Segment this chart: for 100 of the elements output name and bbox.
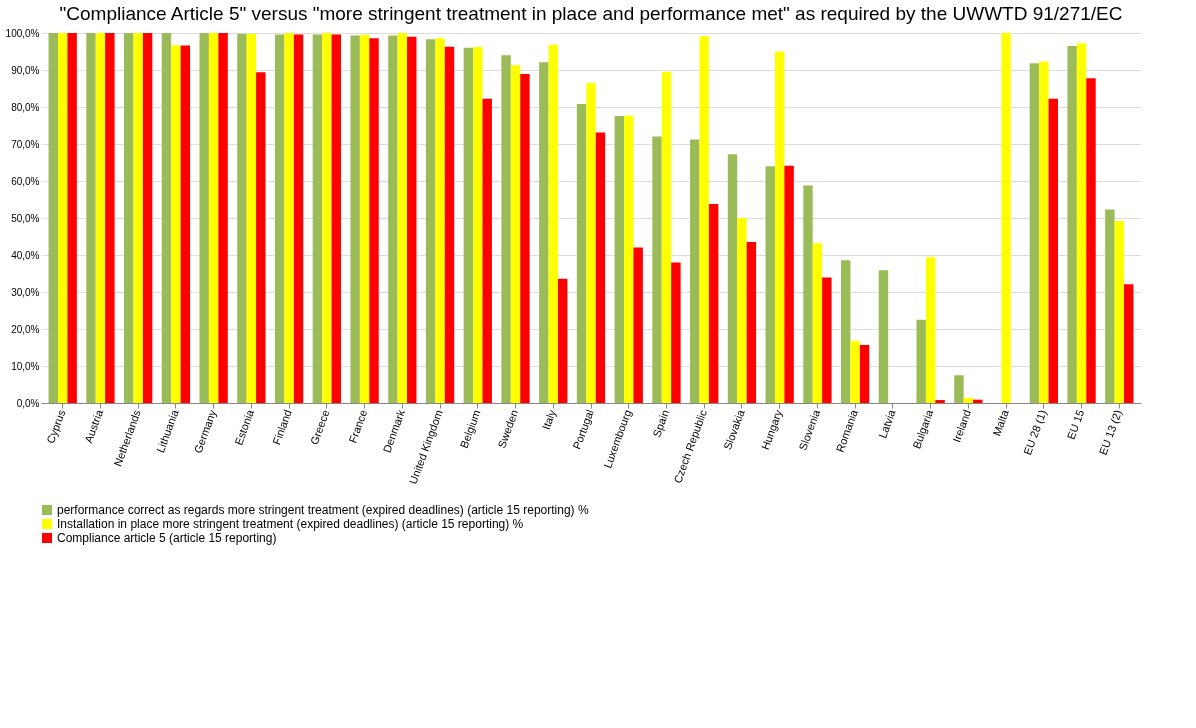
bar xyxy=(822,277,832,403)
bar xyxy=(1114,220,1125,403)
bar xyxy=(435,38,445,403)
bar xyxy=(293,34,304,403)
bar xyxy=(774,51,785,403)
bar xyxy=(369,38,379,403)
bar xyxy=(312,34,323,403)
bar xyxy=(463,47,474,403)
bar xyxy=(510,65,521,403)
bar xyxy=(699,36,709,403)
bar xyxy=(1067,45,1077,403)
bar xyxy=(973,399,983,403)
x-tick-label: EU 13 (2) xyxy=(1096,408,1124,457)
bar xyxy=(708,203,719,403)
bar xyxy=(359,34,370,403)
bar xyxy=(963,397,974,403)
bar xyxy=(397,33,408,403)
y-tick-label: 100,0% xyxy=(5,27,40,39)
bar xyxy=(482,98,492,403)
bar xyxy=(595,132,606,403)
bar xyxy=(180,45,191,403)
bar xyxy=(246,33,257,403)
bar xyxy=(124,33,134,403)
bar xyxy=(1105,209,1115,403)
bar xyxy=(548,44,558,403)
bar xyxy=(614,115,625,403)
x-tick-label: Cyprus xyxy=(44,407,68,445)
bar xyxy=(1048,98,1058,403)
bar xyxy=(765,166,775,403)
bar xyxy=(671,262,681,403)
bar xyxy=(171,45,181,403)
y-tick-label: 60,0% xyxy=(11,175,40,187)
x-tick-label: Greece xyxy=(307,408,332,447)
bar xyxy=(1076,43,1087,403)
legend-label: Installation in place more stringent treatment (expired deadlines) (article 15 reporting) % xyxy=(57,517,524,531)
bar xyxy=(624,115,634,403)
bar xyxy=(208,33,219,403)
bar xyxy=(690,139,700,403)
y-tick-label: 40,0% xyxy=(11,249,40,261)
bar xyxy=(86,33,96,403)
bar xyxy=(652,136,662,403)
bar xyxy=(812,243,823,403)
bar xyxy=(284,33,294,403)
bar xyxy=(425,39,436,403)
y-tick-label: 80,0% xyxy=(11,101,40,113)
bar xyxy=(925,257,936,403)
bar xyxy=(586,82,596,403)
bar xyxy=(935,400,945,403)
bar xyxy=(850,340,860,403)
bar xyxy=(1086,78,1096,403)
bar xyxy=(1029,63,1040,403)
bar xyxy=(954,375,964,403)
bar xyxy=(199,33,209,403)
bar xyxy=(746,242,757,403)
bar xyxy=(633,247,643,403)
y-tick-label: 20,0% xyxy=(11,323,40,335)
bar xyxy=(661,71,672,403)
bar xyxy=(57,33,68,403)
bar xyxy=(878,270,889,403)
bar xyxy=(727,154,738,403)
bar xyxy=(916,319,926,403)
legend-label: Compliance article 5 (article 15 reporting) xyxy=(57,531,277,545)
x-tick-label: EU 15 xyxy=(1064,408,1087,441)
bar xyxy=(67,33,77,403)
bar xyxy=(161,33,172,403)
chart-title: "Compliance Article 5" versus "more stringent treatment in place and performance met" as required by the UWWTD 91/271/EC xyxy=(59,3,1123,24)
bar xyxy=(388,35,398,403)
x-tick-label: Malta xyxy=(990,407,1012,438)
bar xyxy=(859,344,870,403)
bar xyxy=(142,33,153,403)
bar xyxy=(1001,33,1011,403)
x-tick-label: Latvia xyxy=(876,407,898,440)
bar xyxy=(539,62,549,403)
x-tick-label: EU 28 (1) xyxy=(1021,408,1049,457)
bar xyxy=(841,260,851,403)
bar xyxy=(407,36,417,403)
bar xyxy=(473,47,483,403)
bar xyxy=(520,74,530,403)
y-tick-label: 0,0% xyxy=(16,397,40,409)
y-tick-label: 30,0% xyxy=(11,286,40,298)
x-tick-label: France xyxy=(346,408,370,445)
bar xyxy=(350,35,360,403)
bar xyxy=(501,55,511,403)
bar xyxy=(737,218,747,403)
bar xyxy=(803,185,813,403)
x-tick-label: Spain xyxy=(650,408,672,439)
bar xyxy=(274,34,285,403)
bar xyxy=(95,33,106,403)
bar xyxy=(331,34,341,403)
y-tick-label: 70,0% xyxy=(11,138,40,150)
x-tick-label: Austria xyxy=(82,407,106,445)
bar xyxy=(784,165,794,403)
bar xyxy=(256,72,266,403)
bar xyxy=(133,33,143,403)
x-tick-label: Italy xyxy=(539,407,559,432)
bar xyxy=(218,33,228,403)
bar xyxy=(105,33,115,403)
y-tick-label: 50,0% xyxy=(11,212,40,224)
bar xyxy=(1039,61,1049,403)
x-tick-label: Ireland xyxy=(950,408,974,444)
